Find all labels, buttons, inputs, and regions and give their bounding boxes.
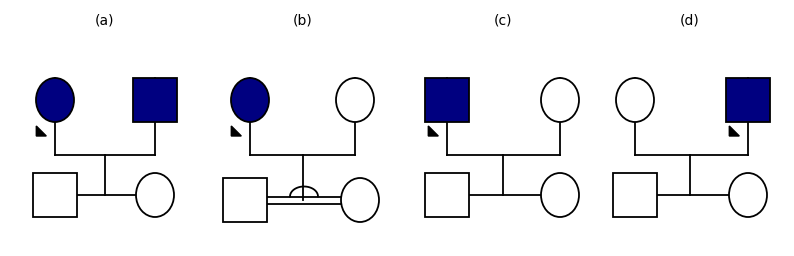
Text: (b): (b): [293, 14, 313, 28]
Ellipse shape: [136, 173, 174, 217]
Bar: [223, 178, 267, 222]
Ellipse shape: [231, 78, 269, 122]
Text: (a): (a): [95, 14, 115, 28]
Text: (d): (d): [680, 14, 700, 28]
Bar: [726, 78, 770, 122]
Ellipse shape: [36, 78, 74, 122]
Polygon shape: [730, 126, 739, 136]
Text: (c): (c): [494, 14, 512, 28]
Polygon shape: [231, 126, 241, 136]
Ellipse shape: [616, 78, 654, 122]
Ellipse shape: [541, 78, 579, 122]
Bar: [425, 78, 469, 122]
Bar: [425, 173, 469, 217]
Ellipse shape: [729, 173, 767, 217]
Polygon shape: [37, 126, 46, 136]
Bar: [33, 173, 77, 217]
Bar: [613, 173, 657, 217]
Bar: [133, 78, 177, 122]
Ellipse shape: [336, 78, 374, 122]
Ellipse shape: [541, 173, 579, 217]
Polygon shape: [428, 126, 438, 136]
Ellipse shape: [341, 178, 379, 222]
